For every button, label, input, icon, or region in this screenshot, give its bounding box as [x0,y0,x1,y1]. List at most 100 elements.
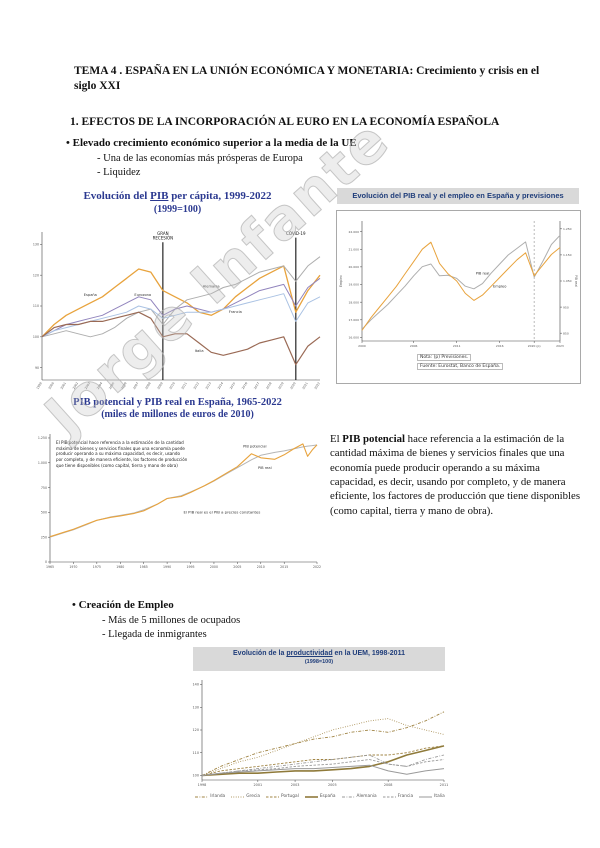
svg-text:1998: 1998 [198,783,207,787]
svg-text:2017: 2017 [253,381,260,390]
svg-text:2021: 2021 [301,381,308,390]
svg-text:250: 250 [41,535,47,539]
svg-text:2016: 2016 [496,344,504,348]
svg-text:RECESIÓN: RECESIÓN [153,236,174,241]
pib-potencial-paragraph: El PIB potencial hace referencia a la es… [330,433,581,517]
chart-note: Nota: (p) Previsiones. [417,354,472,361]
svg-text:2000: 2000 [358,344,366,348]
chart-productividad-legend: Irlanda Grecia Portugal España Alemania Franc… [176,794,464,799]
legend-entry: Portugal [266,794,299,799]
chart-pib-empleo-banner: Evolución del PIB real y el empleo en Es… [337,188,579,204]
chart-pib-per-capita-title: Evolución del PIB per cápita, 1999-2022 … [83,190,272,215]
chart-note: Fuente: Eurostat, Banco de España. [417,363,504,370]
chart-pib-potencial-title: PIB potencial y PIB real en España, 1965… [73,397,282,421]
svg-text:1.000: 1.000 [38,461,47,465]
svg-text:21.000: 21.000 [349,247,360,251]
legend-entry: Grecia [231,794,261,799]
svg-text:130: 130 [33,243,39,247]
svg-text:22.000: 22.000 [349,230,360,234]
svg-text:1985: 1985 [140,565,148,569]
svg-text:18.000: 18.000 [349,300,360,304]
bullet-sub-item: - Llegada de inmigrantes [102,629,207,640]
svg-text:PIB real: PIB real [476,272,490,276]
svg-text:1995: 1995 [186,565,194,569]
svg-text:2004: 2004 [96,381,103,390]
bullet-sub-item: - Una de las economías más prósperas de … [97,153,303,164]
svg-text:2022: 2022 [313,381,320,390]
svg-text:2005: 2005 [328,783,337,787]
svg-text:140: 140 [193,683,199,687]
svg-text:2015: 2015 [229,381,236,390]
svg-text:1.050: 1.050 [563,279,572,283]
legend-entry: Francia [382,794,414,799]
svg-text:PIB potencial: PIB potencial [243,444,266,448]
svg-text:2008: 2008 [144,381,151,390]
svg-text:1.150: 1.150 [563,253,572,257]
svg-text:2013: 2013 [205,381,212,390]
svg-text:500: 500 [41,511,47,515]
svg-text:2006: 2006 [120,381,127,390]
legend-entry: Italia [419,794,445,799]
legend-entry: Alemania [341,794,377,799]
svg-text:1965: 1965 [46,565,54,569]
svg-text:Alemania: Alemania [203,285,220,289]
svg-text:2009: 2009 [156,381,163,390]
svg-text:110: 110 [33,304,39,308]
svg-text:2000: 2000 [47,381,54,390]
svg-text:2023: 2023 [556,344,564,348]
svg-text:120: 120 [193,728,199,732]
svg-text:2011: 2011 [453,344,461,348]
svg-text:130: 130 [193,705,199,709]
svg-text:2001: 2001 [60,381,67,390]
svg-text:España: España [84,293,97,297]
legend-entry: España [304,794,336,799]
svg-text:100: 100 [193,774,199,778]
svg-text:1.250: 1.250 [38,436,47,440]
svg-text:2006: 2006 [410,344,418,348]
legend-entry: Irlanda [195,794,226,799]
svg-text:PIB real: PIB real [574,275,578,287]
svg-text:Italia: Italia [195,349,204,353]
svg-text:Empleo: Empleo [493,284,506,288]
svg-text:1990: 1990 [163,565,171,569]
svg-text:2016: 2016 [241,381,248,390]
svg-text:PIB real: PIB real [258,466,272,470]
svg-text:2020: 2020 [289,381,296,390]
svg-text:2014: 2014 [217,381,224,390]
chart-productividad: 100 110 120 130 140 1998 2001 2003 2005 2008 2011 [193,680,449,787]
svg-text:2011: 2011 [180,381,187,390]
bullet-elevado-crecimiento: • Elevado crecimiento económico superior… [66,137,357,149]
svg-text:El PIB real es el PIB a precio: El PIB real es el PIB a precios constant… [184,509,261,514]
svg-text:2015: 2015 [280,565,288,569]
svg-text:110: 110 [193,751,199,755]
svg-text:2010: 2010 [168,381,175,390]
svg-text:19.000: 19.000 [349,283,360,287]
svg-text:2007: 2007 [132,381,139,390]
chart-productividad-banner: Evolución de la productividad en la UEM,… [193,647,445,671]
svg-text:2000: 2000 [210,565,218,569]
svg-text:850: 850 [563,331,569,335]
svg-text:2012: 2012 [193,381,200,390]
section-heading: 1. EFECTOS DE LA INCORPORACIÓN AL EURO E… [70,116,500,128]
svg-text:2022: 2022 [313,565,321,569]
chart-pib-empleo-frame: 22.000 21.000 20.000 19.000 18.000 17.000 16.0… [336,210,581,384]
svg-text:2008: 2008 [384,783,393,787]
bullet-sub-item: - Más de 5 millones de ocupados [102,615,241,626]
svg-text:2019: 2019 [277,381,284,390]
svg-text:20.000: 20.000 [349,265,360,269]
svg-text:2011: 2011 [440,783,449,787]
chart-pib-empleo: 22.000 21.000 20.000 19.000 18.000 17.000 16.0… [339,221,578,348]
svg-text:17.000: 17.000 [349,318,360,322]
svg-text:Francia: Francia [229,310,242,314]
page-title: TEMA 4 . ESPAÑA EN LA UNIÓN ECONÓMICA Y … [74,65,540,92]
svg-text:2020 (p): 2020 (p) [528,344,541,348]
svg-text:100: 100 [33,335,39,339]
svg-text:Eurozona: Eurozona [134,293,151,297]
svg-text:750: 750 [41,486,47,490]
chart-pib-per-capita: 90 100 110 120 130 1999 2000 2001 2002 2003 2004 20… [33,231,321,390]
svg-text:GRAN: GRAN [157,231,168,236]
bullet-sub-item: - Liquidez [97,167,141,178]
svg-text:2005: 2005 [108,381,115,390]
svg-text:1970: 1970 [69,565,77,569]
